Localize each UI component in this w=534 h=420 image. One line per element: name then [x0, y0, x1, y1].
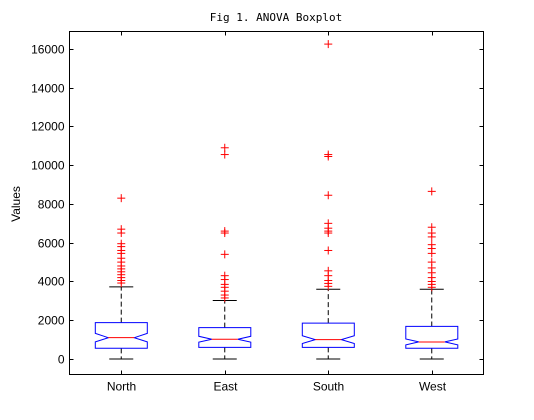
outlier-point — [220, 227, 229, 236]
box-west — [405, 187, 459, 360]
y-axis: 0 2000 4000 6000 8000 10000 12000 14000 16000 — [31, 43, 484, 367]
outlier-point — [324, 219, 333, 228]
outlier-point — [220, 271, 229, 280]
x-tick-label: North — [107, 380, 136, 394]
outlier-point — [427, 240, 436, 249]
y-tick-label: 8000 — [38, 198, 65, 212]
outlier-point — [117, 194, 126, 203]
x-axis: North East South West — [107, 31, 447, 394]
y-tick-label: 10000 — [31, 159, 65, 173]
y-tick-label: 0 — [58, 353, 65, 367]
y-axis-label: Values — [9, 186, 23, 222]
x-tick-label: West — [419, 380, 447, 394]
y-tick-label: 2000 — [38, 314, 65, 328]
plot-area-frame — [69, 31, 484, 375]
outlier-point — [427, 187, 436, 196]
x-tick-label: South — [313, 380, 344, 394]
chart-title: Fig 1. ANOVA Boxplot — [210, 11, 342, 24]
outlier-point — [324, 266, 333, 275]
notched-box — [94, 322, 148, 349]
outlier-point — [427, 258, 436, 267]
outlier-point — [324, 246, 333, 255]
outlier-point — [220, 143, 229, 152]
notched-box — [301, 322, 355, 348]
box-south — [301, 40, 355, 360]
outlier-point — [220, 150, 229, 159]
outlier-point — [117, 225, 126, 234]
outlier-point — [324, 40, 333, 49]
y-tick-label: 12000 — [31, 120, 65, 134]
x-tick-label: East — [213, 380, 238, 394]
outlier-point — [324, 150, 333, 159]
y-tick-label: 4000 — [38, 275, 65, 289]
y-tick-label: 16000 — [31, 43, 65, 57]
box-east — [198, 143, 252, 360]
y-tick-label: 6000 — [38, 237, 65, 251]
outlier-point — [220, 250, 229, 259]
boxes-group — [94, 40, 459, 360]
outlier-point — [324, 191, 333, 200]
outlier-point — [427, 223, 436, 232]
box-north — [94, 194, 148, 360]
y-tick-label: 14000 — [31, 82, 65, 96]
notched-box — [405, 325, 459, 349]
outlier-point — [117, 239, 126, 248]
notched-box — [198, 327, 252, 348]
